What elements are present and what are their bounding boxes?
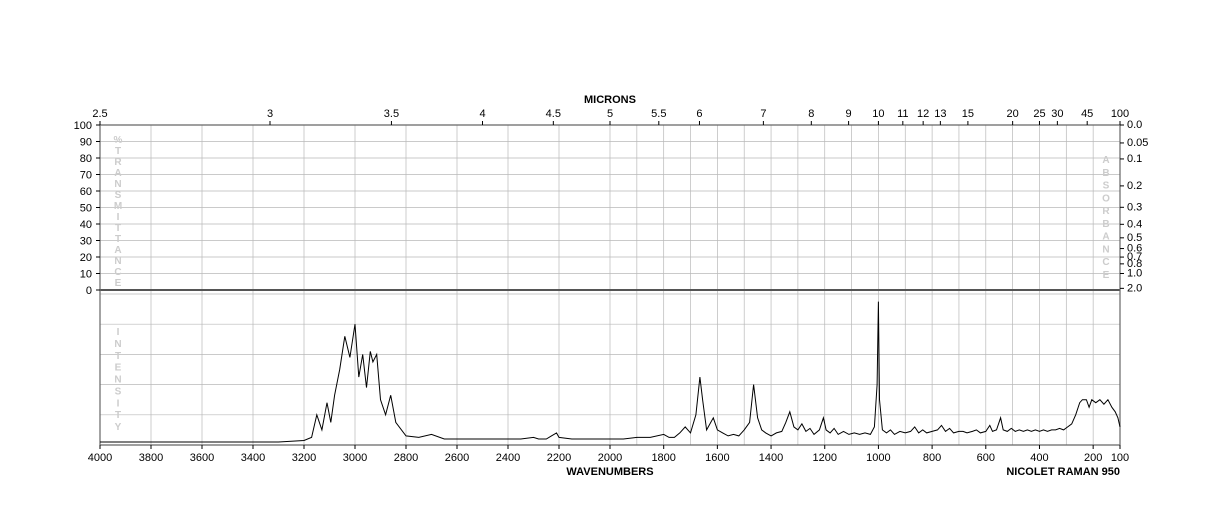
transmittance-label-letter: S (115, 190, 122, 201)
micron-tick: 7 (760, 108, 766, 120)
wavenumber-tick: 3400 (241, 452, 265, 464)
transmittance-label-letter: N (114, 179, 121, 190)
transmittance-label-letter: I (117, 212, 120, 223)
wavenumber-tick: 800 (923, 452, 941, 464)
absorbance-label-letter: S (1103, 181, 1110, 192)
micron-tick: 9 (846, 108, 852, 120)
micron-tick: 10 (872, 108, 884, 120)
transmittance-label-letter: A (114, 245, 121, 256)
transmittance-tick: 90 (80, 137, 92, 149)
micron-tick: 12 (917, 108, 929, 120)
absorbance-label-letter: A (1102, 232, 1109, 243)
transmittance-label-letter: T (115, 146, 121, 157)
micron-tick: 15 (962, 108, 974, 120)
absorbance-tick: 1.0 (1127, 268, 1142, 280)
micron-tick: 11 (897, 108, 908, 120)
wavenumber-tick: 3200 (292, 452, 316, 464)
top-axis-title: MICRONS (584, 94, 636, 106)
wavenumber-tick: 1400 (759, 452, 783, 464)
transmittance-label-letter: A (114, 168, 121, 179)
micron-tick: 13 (934, 108, 946, 120)
transmittance-tick: 30 (80, 236, 92, 248)
transmittance-tick: 20 (80, 252, 92, 264)
wavenumber-tick: 2600 (445, 452, 469, 464)
micron-tick: 8 (808, 108, 814, 120)
absorbance-label-letter: N (1102, 244, 1109, 255)
transmittance-tick: 100 (74, 120, 92, 132)
transmittance-label-letter: C (114, 267, 121, 278)
micron-tick: 5.5 (651, 108, 666, 120)
intensity-label-letter: I (117, 398, 120, 409)
transmittance-label-letter: R (114, 157, 122, 168)
micron-tick: 4.5 (546, 108, 561, 120)
wavenumber-tick: 1000 (866, 452, 890, 464)
transmittance-tick: 0 (86, 285, 92, 297)
transmittance-label-letter: T (115, 234, 121, 245)
intensity-label-letter: S (115, 386, 122, 397)
wavenumber-tick: 1800 (651, 452, 675, 464)
absorbance-tick: 0.0 (1127, 119, 1142, 131)
transmittance-label-letter: E (115, 278, 122, 289)
absorbance-label-letter: A (1102, 155, 1109, 166)
absorbance-tick: 0.2 (1127, 180, 1142, 192)
intensity-label-letter: T (115, 410, 121, 421)
wavenumber-tick: 1200 (812, 452, 836, 464)
absorbance-label-letter: O (1102, 193, 1110, 204)
spectrum-figure: 2.533.544.555.56789101112131520253045100… (0, 0, 1224, 528)
micron-tick: 5 (607, 108, 613, 120)
intensity-label-letter: E (115, 363, 122, 374)
absorbance-label-letter: B (1102, 219, 1109, 230)
transmittance-tick: 60 (80, 186, 92, 198)
chart-svg: 2.533.544.555.56789101112131520253045100… (0, 0, 1224, 528)
transmittance-label-letter: M (114, 201, 122, 212)
micron-tick: 2.5 (92, 108, 107, 120)
transmittance-label-letter: N (114, 256, 121, 267)
absorbance-tick: 0.4 (1127, 218, 1142, 230)
micron-tick: 25 (1033, 108, 1045, 120)
absorbance-label-letter: C (1102, 257, 1109, 268)
micron-tick: 4 (479, 108, 485, 120)
intensity-label-letter: Y (115, 422, 122, 433)
wavenumber-tick: 2400 (496, 452, 520, 464)
background (0, 0, 1224, 528)
wavenumber-tick: 400 (1030, 452, 1048, 464)
wavenumber-tick: 2000 (598, 452, 622, 464)
transmittance-tick: 10 (80, 269, 92, 281)
wavenumber-tick: 3600 (190, 452, 214, 464)
wavenumber-tick: 1600 (705, 452, 729, 464)
intensity-label-letter: I (117, 327, 120, 338)
micron-tick: 3 (267, 108, 273, 120)
transmittance-tick: 70 (80, 170, 92, 182)
intensity-label-letter: N (114, 375, 121, 386)
micron-tick: 20 (1007, 108, 1019, 120)
wavenumber-tick: 200 (1084, 452, 1102, 464)
absorbance-tick: 0.05 (1127, 137, 1148, 149)
absorbance-tick: 2.0 (1127, 282, 1142, 294)
micron-tick: 45 (1081, 108, 1093, 120)
micron-tick: 6 (696, 108, 702, 120)
absorbance-label-letter: R (1102, 206, 1110, 217)
wavenumber-tick: 2800 (394, 452, 418, 464)
micron-tick: 30 (1051, 108, 1063, 120)
transmittance-tick: 40 (80, 219, 92, 231)
wavenumber-tick: 100 (1111, 452, 1129, 464)
absorbance-label-letter: B (1102, 168, 1109, 179)
transmittance-label-letter: % (114, 135, 123, 146)
micron-tick: 3.5 (384, 108, 399, 120)
absorbance-tick: 0.1 (1127, 153, 1142, 165)
wavenumber-tick: 4000 (88, 452, 112, 464)
transmittance-tick: 80 (80, 153, 92, 165)
transmittance-label-letter: T (115, 223, 121, 234)
absorbance-label-letter: E (1103, 270, 1110, 281)
bottom-axis-title: WAVENUMBERS (566, 466, 653, 478)
transmittance-tick: 50 (80, 203, 92, 215)
wavenumber-tick: 600 (977, 452, 995, 464)
wavenumber-tick: 3800 (139, 452, 163, 464)
intensity-label-letter: T (115, 351, 121, 362)
wavenumber-tick: 3000 (343, 452, 367, 464)
instrument-label: NICOLET RAMAN 950 (1006, 466, 1120, 478)
wavenumber-tick: 2200 (547, 452, 571, 464)
absorbance-tick: 0.3 (1127, 201, 1142, 213)
intensity-label-letter: N (114, 339, 121, 350)
